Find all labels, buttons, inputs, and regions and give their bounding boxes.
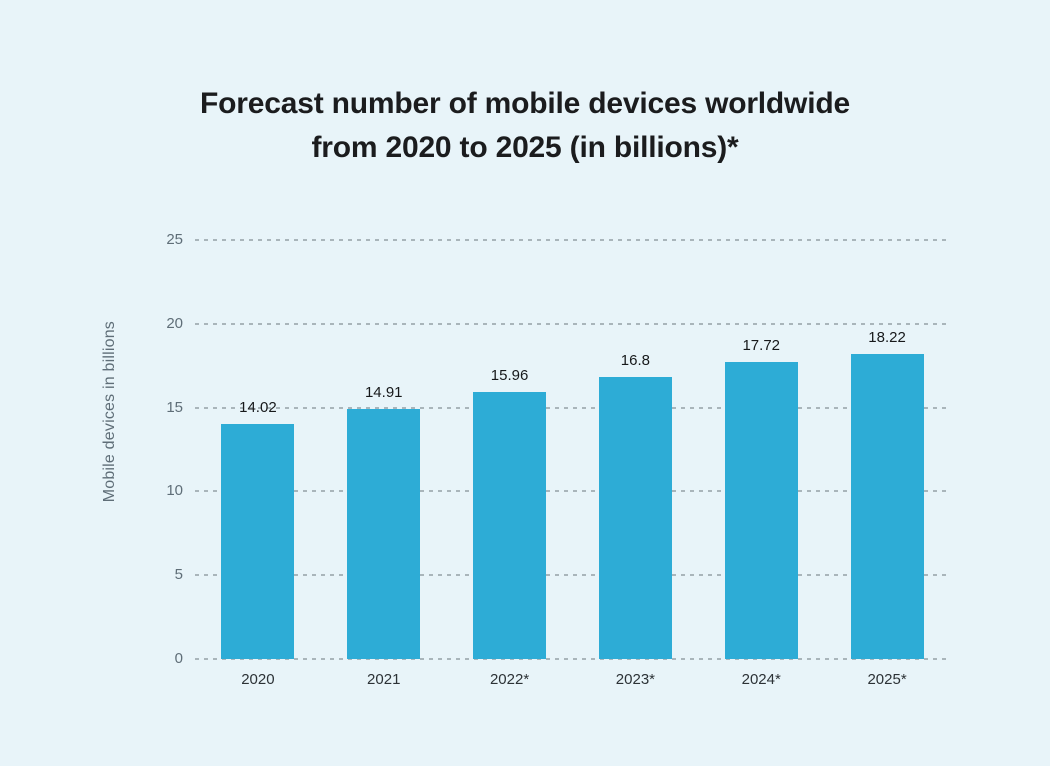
y-tick-label-10: 10 bbox=[166, 482, 183, 500]
y-tick-label-5: 5 bbox=[174, 566, 183, 584]
bar-value-label-2022: 15.96 bbox=[490, 366, 529, 384]
gridline-y-0 bbox=[195, 658, 950, 660]
x-tick-label-2024: 2024* bbox=[741, 671, 781, 688]
y-tick-label-15: 15 bbox=[166, 398, 183, 416]
y-tick-label-0: 0 bbox=[174, 650, 183, 667]
gridline-y-25 bbox=[195, 239, 950, 241]
x-tick-label-2022: 2022* bbox=[489, 671, 530, 688]
gridline-y-10 bbox=[195, 490, 950, 493]
x-tick-label-2025: 2025* bbox=[867, 671, 907, 688]
bar-2021 bbox=[347, 409, 421, 659]
bar-value-label-2025: 18.22 bbox=[868, 328, 906, 346]
chart-title-line1: Forecast number of mobile devices worldw… bbox=[200, 87, 850, 120]
bar-value-label-2023: 16.8 bbox=[620, 352, 650, 370]
y-tick-label-25: 25 bbox=[166, 231, 183, 248]
x-tick-label-2020: 2020 bbox=[241, 671, 275, 688]
bar-value-label-2021: 14.91 bbox=[364, 384, 403, 402]
bar-2022 bbox=[473, 391, 547, 659]
chart-title-line2: from 2020 to 2025 (in billions)* bbox=[311, 131, 739, 164]
bar-2020 bbox=[221, 424, 295, 659]
gridline-y-5 bbox=[195, 574, 950, 577]
plot-area: 0 5 10 15 20 25 14.02 2020 14.91 2021 15.96 2022* 16… bbox=[166, 231, 950, 688]
gridline-y-20 bbox=[195, 322, 950, 325]
bar-value-label-2020: 14.02 bbox=[239, 399, 277, 417]
bar-2024 bbox=[724, 362, 798, 659]
x-tick-label-2021: 2021 bbox=[367, 671, 401, 688]
bar-2023 bbox=[598, 377, 672, 659]
bar-2025 bbox=[850, 353, 924, 659]
y-tick-label-20: 20 bbox=[166, 314, 183, 332]
x-tick-label-2023: 2023* bbox=[615, 671, 656, 688]
gridline-y-15 bbox=[195, 406, 950, 409]
y-axis-title-wrap: Mobile devices in billions bbox=[96, 202, 124, 621]
y-axis-title: Mobile devices in billions bbox=[101, 320, 118, 503]
bar-value-label-2024: 17.72 bbox=[742, 337, 781, 355]
chart-title: Forecast number of mobile devices worldw… bbox=[0, 82, 1050, 170]
